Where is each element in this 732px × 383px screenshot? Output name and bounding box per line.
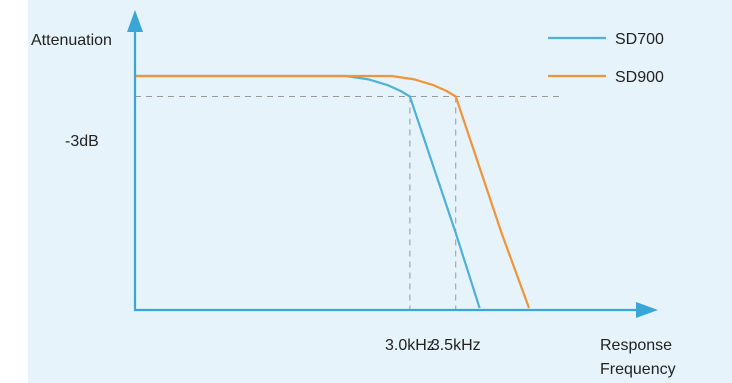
legend-label-sd700: SD700 <box>615 31 664 48</box>
y-axis-arrow-icon <box>127 10 143 32</box>
chart-background <box>28 0 732 383</box>
series-line-sd900 <box>135 74 531 309</box>
x-axis-label-line-1: Response <box>600 337 672 354</box>
series-line-sd700 <box>135 74 481 309</box>
x-tick-label-3-5khz: 3.5kHz <box>431 337 481 354</box>
x-axis-arrow-icon <box>636 302 658 318</box>
minus-3db-label: -3dB <box>65 133 99 150</box>
x-axis-label-line-2: Frequency <box>600 361 676 378</box>
legend-label-sd900: SD900 <box>615 69 664 86</box>
x-tick-label-3-0khz: 3.0kHz <box>385 337 435 354</box>
y-axis-label: Attenuation <box>31 32 112 49</box>
legend: SD700 SD900 <box>548 31 664 86</box>
